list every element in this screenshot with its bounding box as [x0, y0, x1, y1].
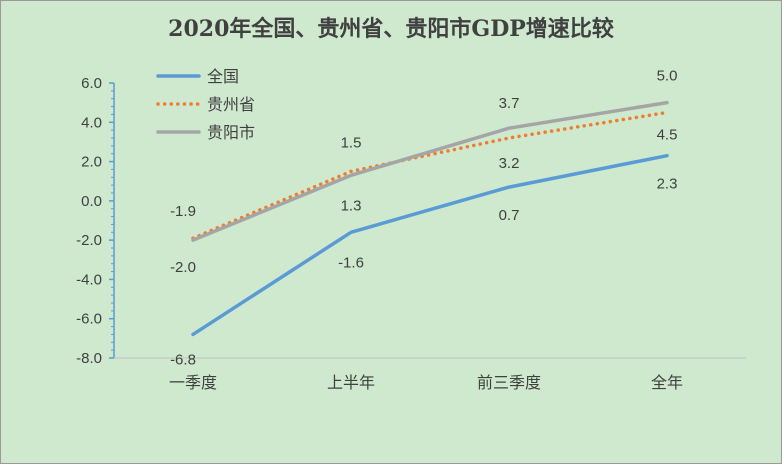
chart-title: 2020年全国、贵州省、贵阳市GDP增速比较: [168, 16, 614, 42]
data-label: 0.7: [499, 207, 520, 224]
x-tick-label: 上半年: [327, 374, 375, 392]
data-labels: -6.8 -1.6 0.7 2.3 -1.9 1.5 3.2 4.5 -2.0 1.3 3.7 5.0: [170, 68, 677, 369]
data-label: 1.5: [341, 134, 362, 151]
series-line: [191, 100, 669, 242]
y-tick-label: -2.0: [76, 232, 102, 249]
y-tick-label: 2.0: [81, 154, 102, 171]
data-label: -1.6: [338, 254, 364, 271]
data-label: -6.8: [170, 351, 196, 368]
x-tick-label: 全年: [651, 374, 683, 392]
data-label: 3.7: [499, 95, 520, 112]
y-tick-label: 0.0: [81, 193, 102, 210]
series-lines: [191, 100, 669, 337]
series-line: [191, 110, 669, 240]
y-tick-label: 6.0: [81, 75, 102, 92]
x-tick-label: 一季度: [169, 374, 217, 392]
axes: -8.0 -6.0 -4.0 -2.0 0.0 2.0 4.0 6.0 一季度 上半年 前三季度 全年: [76, 75, 746, 392]
data-label: -1.9: [170, 203, 196, 220]
legend-label: 贵阳市: [207, 124, 255, 142]
data-label: -2.0: [170, 259, 196, 276]
legend-label: 贵州省: [207, 96, 255, 114]
y-tick-label: -4.0: [76, 271, 102, 288]
y-tick-label: -6.0: [76, 311, 102, 328]
series-line: [191, 153, 669, 337]
data-label: 4.5: [657, 126, 678, 143]
y-tick-label: -8.0: [76, 350, 102, 367]
data-label: 1.3: [341, 197, 362, 214]
data-label: 3.2: [499, 155, 520, 172]
y-tick-label: 4.0: [81, 114, 102, 131]
data-label: 2.3: [657, 176, 678, 193]
data-label: 5.0: [657, 68, 678, 85]
legend-label: 全国: [207, 68, 239, 86]
x-tick-label: 前三季度: [477, 374, 541, 392]
